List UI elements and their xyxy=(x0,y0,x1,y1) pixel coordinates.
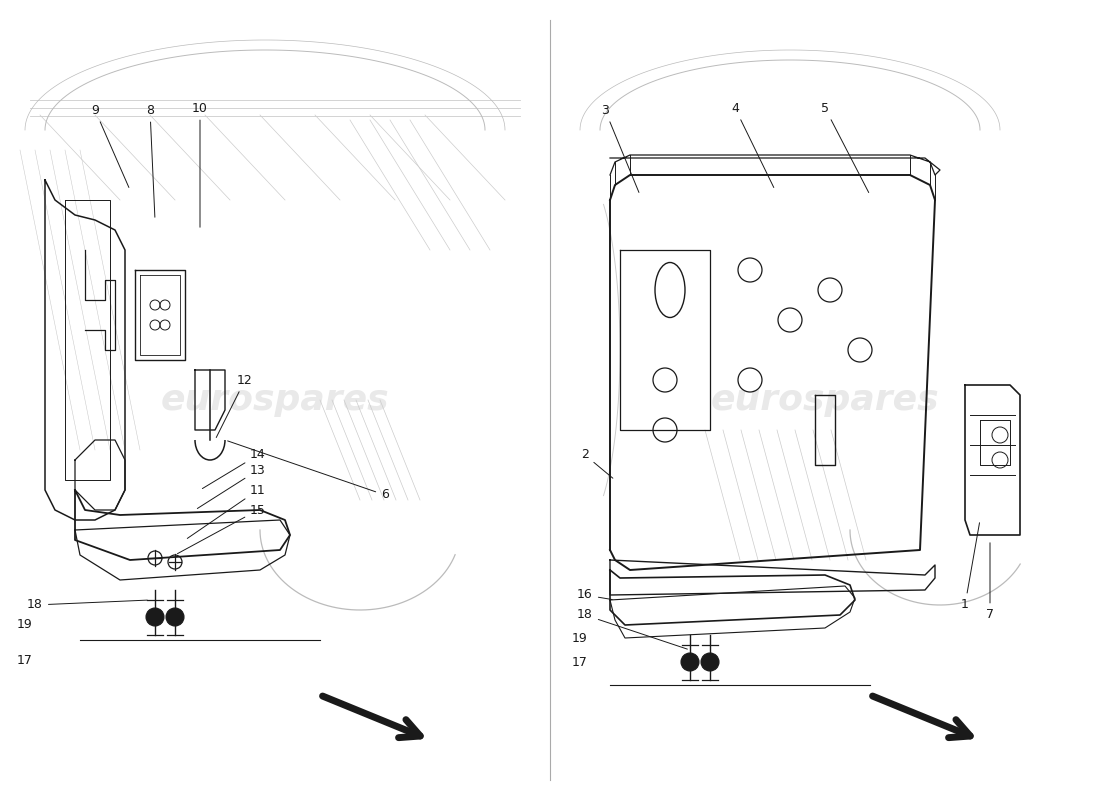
Text: 16: 16 xyxy=(578,589,613,602)
Text: 9: 9 xyxy=(91,103,129,187)
Text: 4: 4 xyxy=(732,102,773,187)
Circle shape xyxy=(166,608,184,626)
Text: 19: 19 xyxy=(18,618,33,631)
Text: 1: 1 xyxy=(961,522,979,611)
Text: 8: 8 xyxy=(146,103,155,218)
Text: 17: 17 xyxy=(18,654,33,666)
Text: 18: 18 xyxy=(28,598,147,611)
Text: 3: 3 xyxy=(601,103,639,193)
Text: 11: 11 xyxy=(187,483,266,538)
Text: 2: 2 xyxy=(581,449,613,478)
Text: eurospares: eurospares xyxy=(711,383,939,417)
Text: eurospares: eurospares xyxy=(161,383,389,417)
Text: 7: 7 xyxy=(986,542,994,622)
Text: 10: 10 xyxy=(192,102,208,227)
Text: 6: 6 xyxy=(228,441,389,502)
Text: 18: 18 xyxy=(578,609,688,649)
Text: 5: 5 xyxy=(821,102,869,193)
Text: 14: 14 xyxy=(202,449,266,489)
Text: 15: 15 xyxy=(177,503,266,554)
Circle shape xyxy=(681,653,698,671)
Circle shape xyxy=(146,608,164,626)
Text: 17: 17 xyxy=(572,657,587,670)
Text: 19: 19 xyxy=(572,631,587,645)
Text: 13: 13 xyxy=(197,463,266,509)
Circle shape xyxy=(701,653,719,671)
Text: 12: 12 xyxy=(217,374,253,438)
